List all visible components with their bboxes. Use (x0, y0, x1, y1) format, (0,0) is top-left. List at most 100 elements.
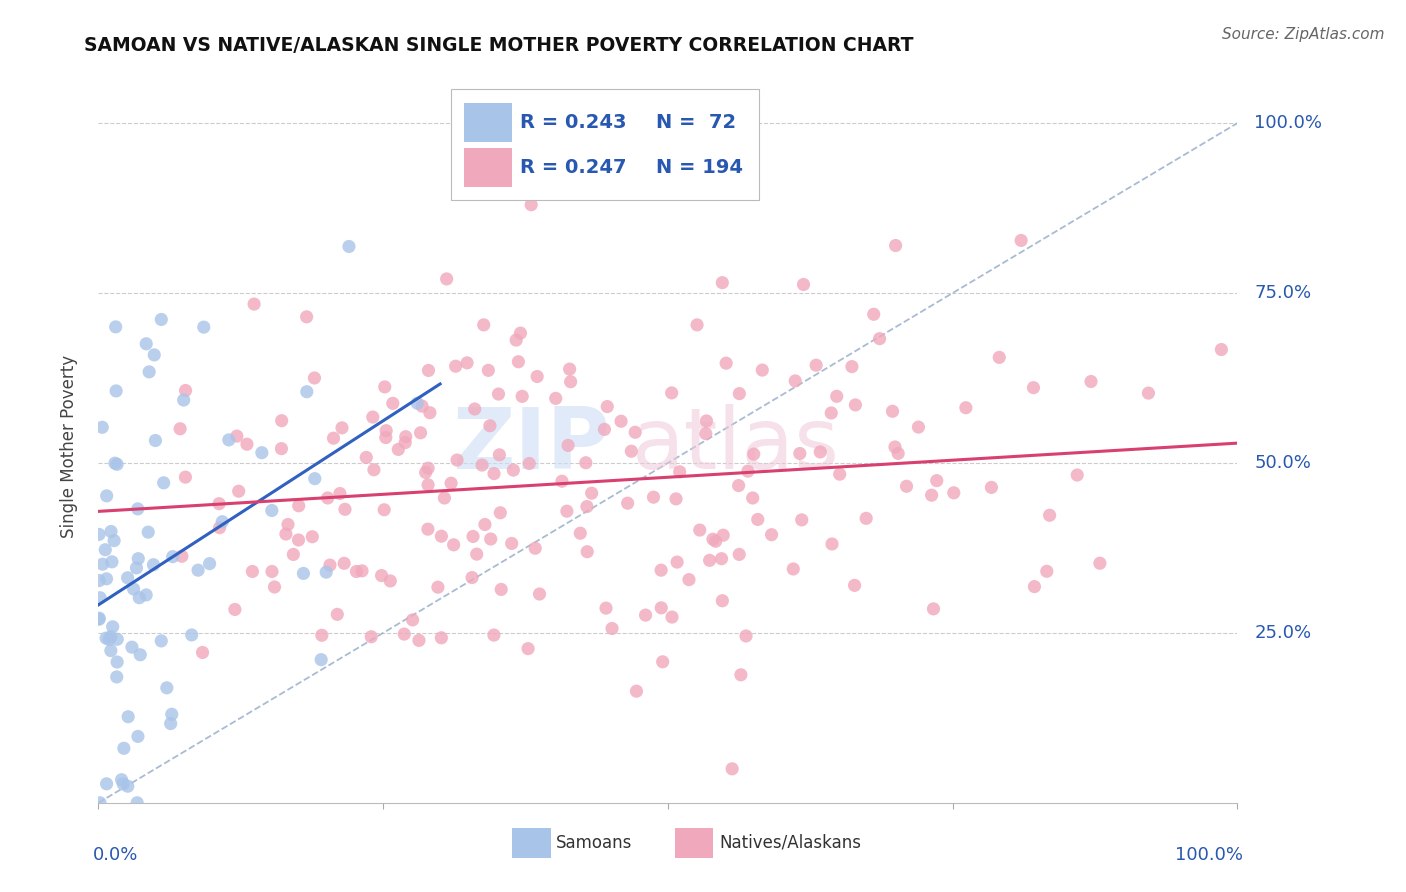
Point (785, 374, 807, 388)
Point (135, 336, 157, 351)
Text: 25.0%: 25.0% (1254, 624, 1312, 642)
Point (329, 486, 352, 500)
Point (678, 573, 700, 587)
Point (1039, 508, 1062, 523)
Point (820, 406, 842, 420)
Point (436, 272, 458, 286)
Point (482, 628, 505, 642)
Point (354, 450, 377, 465)
Point (747, 512, 769, 526)
Point (117, 779, 139, 793)
Point (569, 526, 592, 541)
Point (502, 463, 524, 477)
Point (346, 565, 368, 579)
Point (301, 530, 323, 544)
Point (91, 420, 114, 434)
Point (128, 591, 150, 605)
FancyBboxPatch shape (512, 828, 551, 858)
Point (651, 655, 673, 669)
Point (1137, 386, 1160, 401)
Point (283, 548, 305, 562)
Point (333, 502, 356, 516)
Point (751, 363, 773, 377)
Point (922, 602, 945, 616)
Point (360, 630, 382, 644)
Point (381, 396, 404, 410)
Text: Natives/Alaskans: Natives/Alaskans (718, 834, 860, 852)
Point (896, 479, 918, 493)
Point (828, 467, 851, 482)
Point (560, 375, 582, 389)
Point (143, 348, 166, 362)
Point (808, 445, 831, 459)
Point (89, 591, 111, 605)
Point (187, 563, 209, 577)
Point (319, 558, 342, 573)
Point (524, 541, 547, 556)
Point (616, 496, 638, 510)
Point (333, 557, 356, 571)
Point (311, 628, 333, 642)
Point (844, 398, 866, 412)
Point (551, 474, 574, 488)
Point (488, 387, 510, 401)
Text: SAMOAN VS NATIVE/ALASKAN SINGLE MOTHER POVERTY CORRELATION CHART: SAMOAN VS NATIVE/ALASKAN SINGLE MOTHER P… (84, 36, 914, 54)
Point (373, 502, 395, 516)
Point (136, 525, 159, 540)
Text: N = 194: N = 194 (657, 158, 744, 178)
Point (825, 389, 848, 403)
Text: N =  72: N = 72 (657, 113, 737, 132)
FancyBboxPatch shape (675, 828, 713, 858)
Point (704, 534, 727, 549)
Point (127, 551, 149, 566)
Point (96, 489, 118, 503)
Point (489, 582, 512, 597)
FancyBboxPatch shape (451, 89, 759, 200)
Point (160, 707, 183, 722)
Point (869, 332, 891, 346)
Point (593, 422, 616, 436)
Text: R = 0.243: R = 0.243 (520, 113, 626, 132)
Point (142, 558, 165, 572)
Point (150, 633, 173, 648)
Point (710, 551, 733, 566)
Point (650, 600, 672, 615)
Point (711, 528, 734, 542)
Point (482, 467, 505, 481)
Point (634, 608, 657, 623)
Point (456, 356, 478, 370)
Point (727, 478, 749, 492)
Point (125, 561, 148, 575)
Text: 50.0%: 50.0% (1254, 454, 1312, 472)
Point (287, 533, 309, 547)
Point (100, 630, 122, 644)
Point (242, 565, 264, 579)
Point (101, 620, 124, 634)
Text: Source: ZipAtlas.com: Source: ZipAtlas.com (1222, 27, 1385, 42)
Text: Samoans: Samoans (557, 834, 633, 852)
Point (361, 410, 384, 425)
Point (292, 566, 315, 581)
Point (225, 429, 247, 443)
Point (363, 463, 385, 477)
Point (477, 363, 499, 377)
Point (243, 297, 266, 311)
Point (415, 466, 437, 480)
Point (98, 632, 121, 647)
Text: 0.0%: 0.0% (93, 846, 138, 863)
Point (1080, 375, 1102, 389)
Point (127, 796, 149, 810)
Point (89, 611, 111, 625)
Point (94, 631, 117, 645)
Point (695, 414, 717, 428)
Point (440, 476, 463, 491)
Text: 75.0%: 75.0% (1254, 284, 1312, 302)
Point (544, 392, 567, 406)
Point (471, 458, 494, 472)
Point (110, 772, 132, 787)
Point (156, 681, 179, 695)
Point (170, 549, 193, 564)
Point (650, 563, 672, 577)
Point (446, 453, 468, 467)
Point (416, 478, 439, 492)
